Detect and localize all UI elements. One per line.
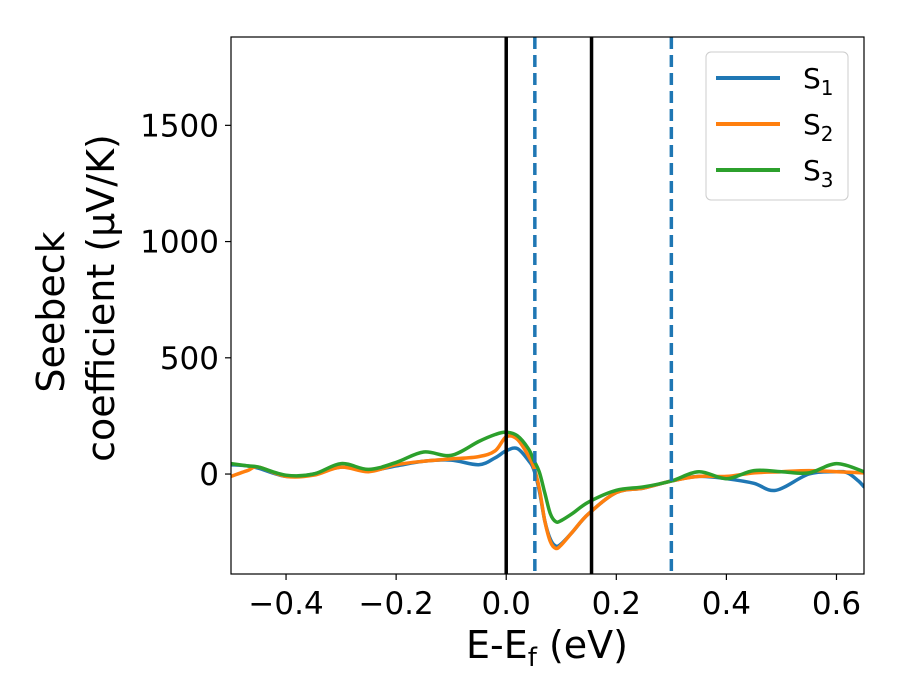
plot-frame — [230, 36, 865, 575]
x-tick-label: −0.4 — [248, 586, 323, 622]
x-axis-label-subscript: f — [528, 643, 538, 673]
y-axis-label-line2: coefficient (μV/K) — [79, 134, 123, 462]
x-axis-label-unit: (eV) — [537, 623, 628, 667]
legend-label-main: S — [803, 62, 821, 95]
legend-label-subscript: 1 — [821, 76, 834, 100]
x-axis-label: E-Ef (eV) — [466, 623, 628, 673]
legend-label-subscript: 2 — [821, 122, 834, 146]
y-axis-label: Seebeck coefficient (μV/K) — [29, 134, 123, 462]
x-axis-ticks: −0.4 −0.2 0.0 0.2 0.4 0.6 — [248, 574, 861, 622]
y-tick-label: 1000 — [140, 225, 219, 261]
y-tick-label: 0 — [199, 457, 219, 493]
x-tick-label: −0.2 — [358, 586, 433, 622]
y-axis-label-line1: Seebeck — [29, 231, 73, 392]
y-tick-label: 1500 — [140, 108, 219, 144]
legend-label-main: S — [803, 154, 821, 187]
y-tick-label: 500 — [160, 341, 219, 377]
legend-label-s1: S1 — [803, 62, 834, 100]
x-tick-label: 0.0 — [482, 586, 531, 622]
series-line-s3 — [231, 430, 864, 524]
y-axis-ticks: 0 500 1000 1500 — [140, 108, 231, 493]
x-axis-label-main: E-E — [466, 623, 528, 667]
legend-label-s2: S2 — [803, 108, 834, 146]
x-tick-label: 0.4 — [702, 586, 751, 622]
legend-label-s3: S3 — [803, 154, 834, 192]
plot-area — [231, 37, 864, 574]
series-line-s2 — [231, 434, 864, 551]
legend-label-main: S — [803, 108, 821, 141]
x-tick-label: 0.2 — [592, 586, 641, 622]
legend-label-subscript: 3 — [821, 168, 834, 192]
x-tick-label: 0.6 — [812, 586, 861, 622]
